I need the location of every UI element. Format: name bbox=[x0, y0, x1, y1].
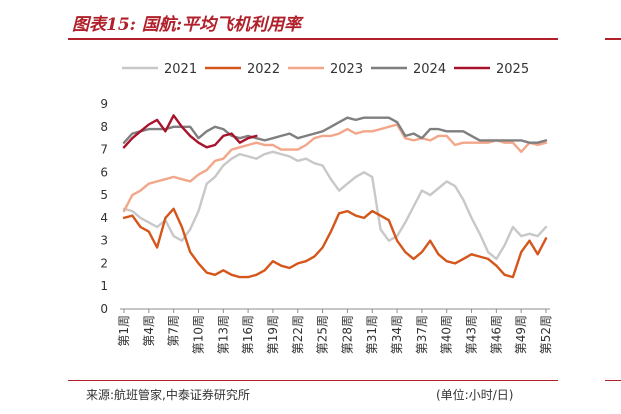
legend-label-2025: 2025 bbox=[496, 62, 529, 77]
y-tick-label: 2 bbox=[100, 256, 108, 270]
legend-label-2024: 2024 bbox=[413, 62, 446, 77]
x-tick-label: 第52周 bbox=[539, 315, 553, 354]
series-line-2021 bbox=[122, 150, 548, 261]
x-tick-label: 第22周 bbox=[291, 315, 305, 354]
title-underline bbox=[68, 38, 558, 40]
x-tick-label: 第4周 bbox=[142, 315, 156, 347]
adjacent-footer-rule bbox=[605, 380, 621, 381]
x-tick-label: 第13周 bbox=[216, 315, 230, 354]
chart-legend: 2021 2022 2023 2024 2025 bbox=[122, 62, 529, 77]
x-axis: 第1周 第4周 第7周 第10周 第13周 第16周 第19周 第22周 第25周 第28周 第31… bbox=[117, 308, 553, 354]
x-tick-label: 第25周 bbox=[316, 315, 330, 354]
chart-title: 图表15: 国航:平均飞机利用率 bbox=[72, 15, 302, 35]
x-tick-label: 第7周 bbox=[167, 315, 181, 347]
y-tick-label: 8 bbox=[100, 120, 108, 134]
x-tick-label: 第28周 bbox=[340, 315, 354, 354]
legend-label-2022: 2022 bbox=[247, 62, 280, 77]
x-tick-label: 第10周 bbox=[191, 315, 205, 354]
x-tick-label: 第34周 bbox=[390, 315, 404, 354]
y-tick-label: 9 bbox=[100, 97, 108, 111]
y-tick-label: 5 bbox=[100, 188, 108, 202]
y-tick-label: 4 bbox=[100, 211, 108, 225]
legend-label-2021: 2021 bbox=[164, 62, 197, 77]
y-tick-label: 1 bbox=[100, 279, 108, 293]
unit-note: (单位:小时/日) bbox=[436, 388, 514, 402]
source-note: 来源:航班管家,中泰证券研究所 bbox=[86, 388, 250, 402]
y-tick-label: 7 bbox=[100, 143, 108, 157]
series-line-2022 bbox=[122, 207, 548, 279]
y-tick-label: 0 bbox=[100, 302, 108, 316]
series-lines bbox=[122, 114, 548, 279]
figure-header: 图表15: 国航:平均飞机利用率 bbox=[68, 8, 558, 40]
legend-label-2023: 2023 bbox=[330, 62, 363, 77]
x-tick-label: 第16周 bbox=[241, 315, 255, 354]
series-line-2025 bbox=[122, 114, 258, 149]
x-tick-label: 第19周 bbox=[266, 315, 280, 354]
y-tick-label: 3 bbox=[100, 234, 108, 248]
footer-rule bbox=[68, 380, 558, 381]
x-tick-label: 第40周 bbox=[440, 315, 454, 354]
series-line-2023 bbox=[122, 123, 548, 213]
x-tick-label: 第31周 bbox=[365, 315, 379, 354]
series-line-2024 bbox=[122, 116, 548, 144]
y-axis: 0 1 2 3 4 5 6 7 8 9 bbox=[100, 97, 108, 316]
x-tick-label: 第46周 bbox=[489, 315, 503, 354]
x-tick-label: 第1周 bbox=[117, 315, 131, 347]
x-tick-label: 第37周 bbox=[415, 315, 429, 354]
x-tick-label: 第43周 bbox=[465, 315, 479, 354]
adjacent-figure-rule bbox=[605, 38, 621, 40]
x-tick-label: 第49周 bbox=[514, 315, 528, 354]
y-tick-label: 6 bbox=[100, 165, 108, 179]
